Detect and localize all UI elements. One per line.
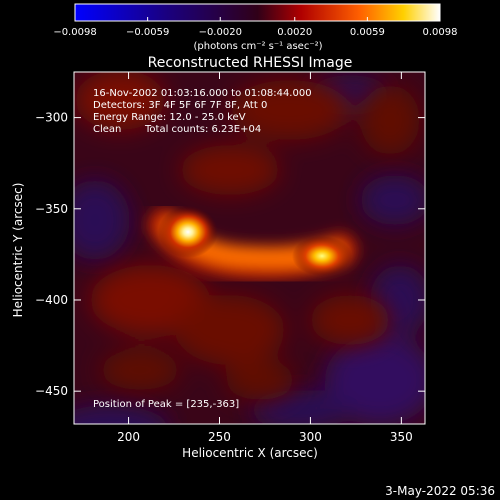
colorbar-tick-label: −0.0059 bbox=[126, 27, 169, 38]
x-axis-label: Heliocentric X (arcsec) bbox=[182, 446, 318, 460]
y-tick-label: −350 bbox=[35, 202, 68, 216]
colorbar-tick-label: −0.0098 bbox=[53, 27, 96, 38]
y-axis-label: Heliocentric Y (arcsec) bbox=[11, 183, 25, 318]
colorbar-tick-label: 0.0059 bbox=[350, 27, 385, 38]
x-tick-label: 200 bbox=[117, 430, 140, 444]
colorbar-tick-label: −0.0020 bbox=[199, 27, 242, 38]
counts-annotation: Total counts: 6.23E+04 bbox=[144, 124, 261, 135]
colorbar: −0.0098 −0.0059 −0.0020 0.0020 0.0059 0.0098 … bbox=[53, 3, 458, 52]
y-axis: −300 −350 −400 −450 bbox=[35, 111, 425, 398]
x-axis: 200 250 300 350 bbox=[117, 72, 413, 444]
heatmap-image bbox=[74, 72, 425, 424]
y-tick-label: −300 bbox=[35, 111, 68, 125]
peak-position-annotation: Position of Peak = [235,-363] bbox=[93, 399, 239, 410]
colorbar-tick-label: 0.0020 bbox=[277, 27, 312, 38]
method-annotation: Clean bbox=[93, 124, 121, 135]
colorbar-label: (photons cm⁻² s⁻¹ asec⁻²) bbox=[193, 41, 322, 52]
y-tick-label: −450 bbox=[35, 384, 68, 398]
x-tick-label: 250 bbox=[208, 430, 231, 444]
x-tick-label: 350 bbox=[390, 430, 413, 444]
colorbar-tick-label: 0.0098 bbox=[423, 27, 458, 38]
energy-annotation: Energy Range: 12.0 - 25.0 keV bbox=[93, 112, 246, 123]
plot-frame bbox=[73, 71, 426, 425]
peak-source bbox=[158, 206, 218, 258]
time-annotation: 16-Nov-2002 01:03:16.000 to 01:08:44.000 bbox=[93, 88, 312, 99]
detectors-annotation: Detectors: 3F 4F 5F 6F 7F 8F, Att 0 bbox=[93, 100, 267, 111]
y-tick-label: −400 bbox=[35, 293, 68, 307]
colorbar-gradient bbox=[74, 3, 441, 22]
footer-date: 3-May-2022 05:36 bbox=[385, 484, 495, 498]
secondary-source bbox=[292, 236, 352, 276]
x-tick-label: 300 bbox=[299, 430, 322, 444]
chart-title: Reconstructed RHESSI Image bbox=[148, 55, 353, 71]
